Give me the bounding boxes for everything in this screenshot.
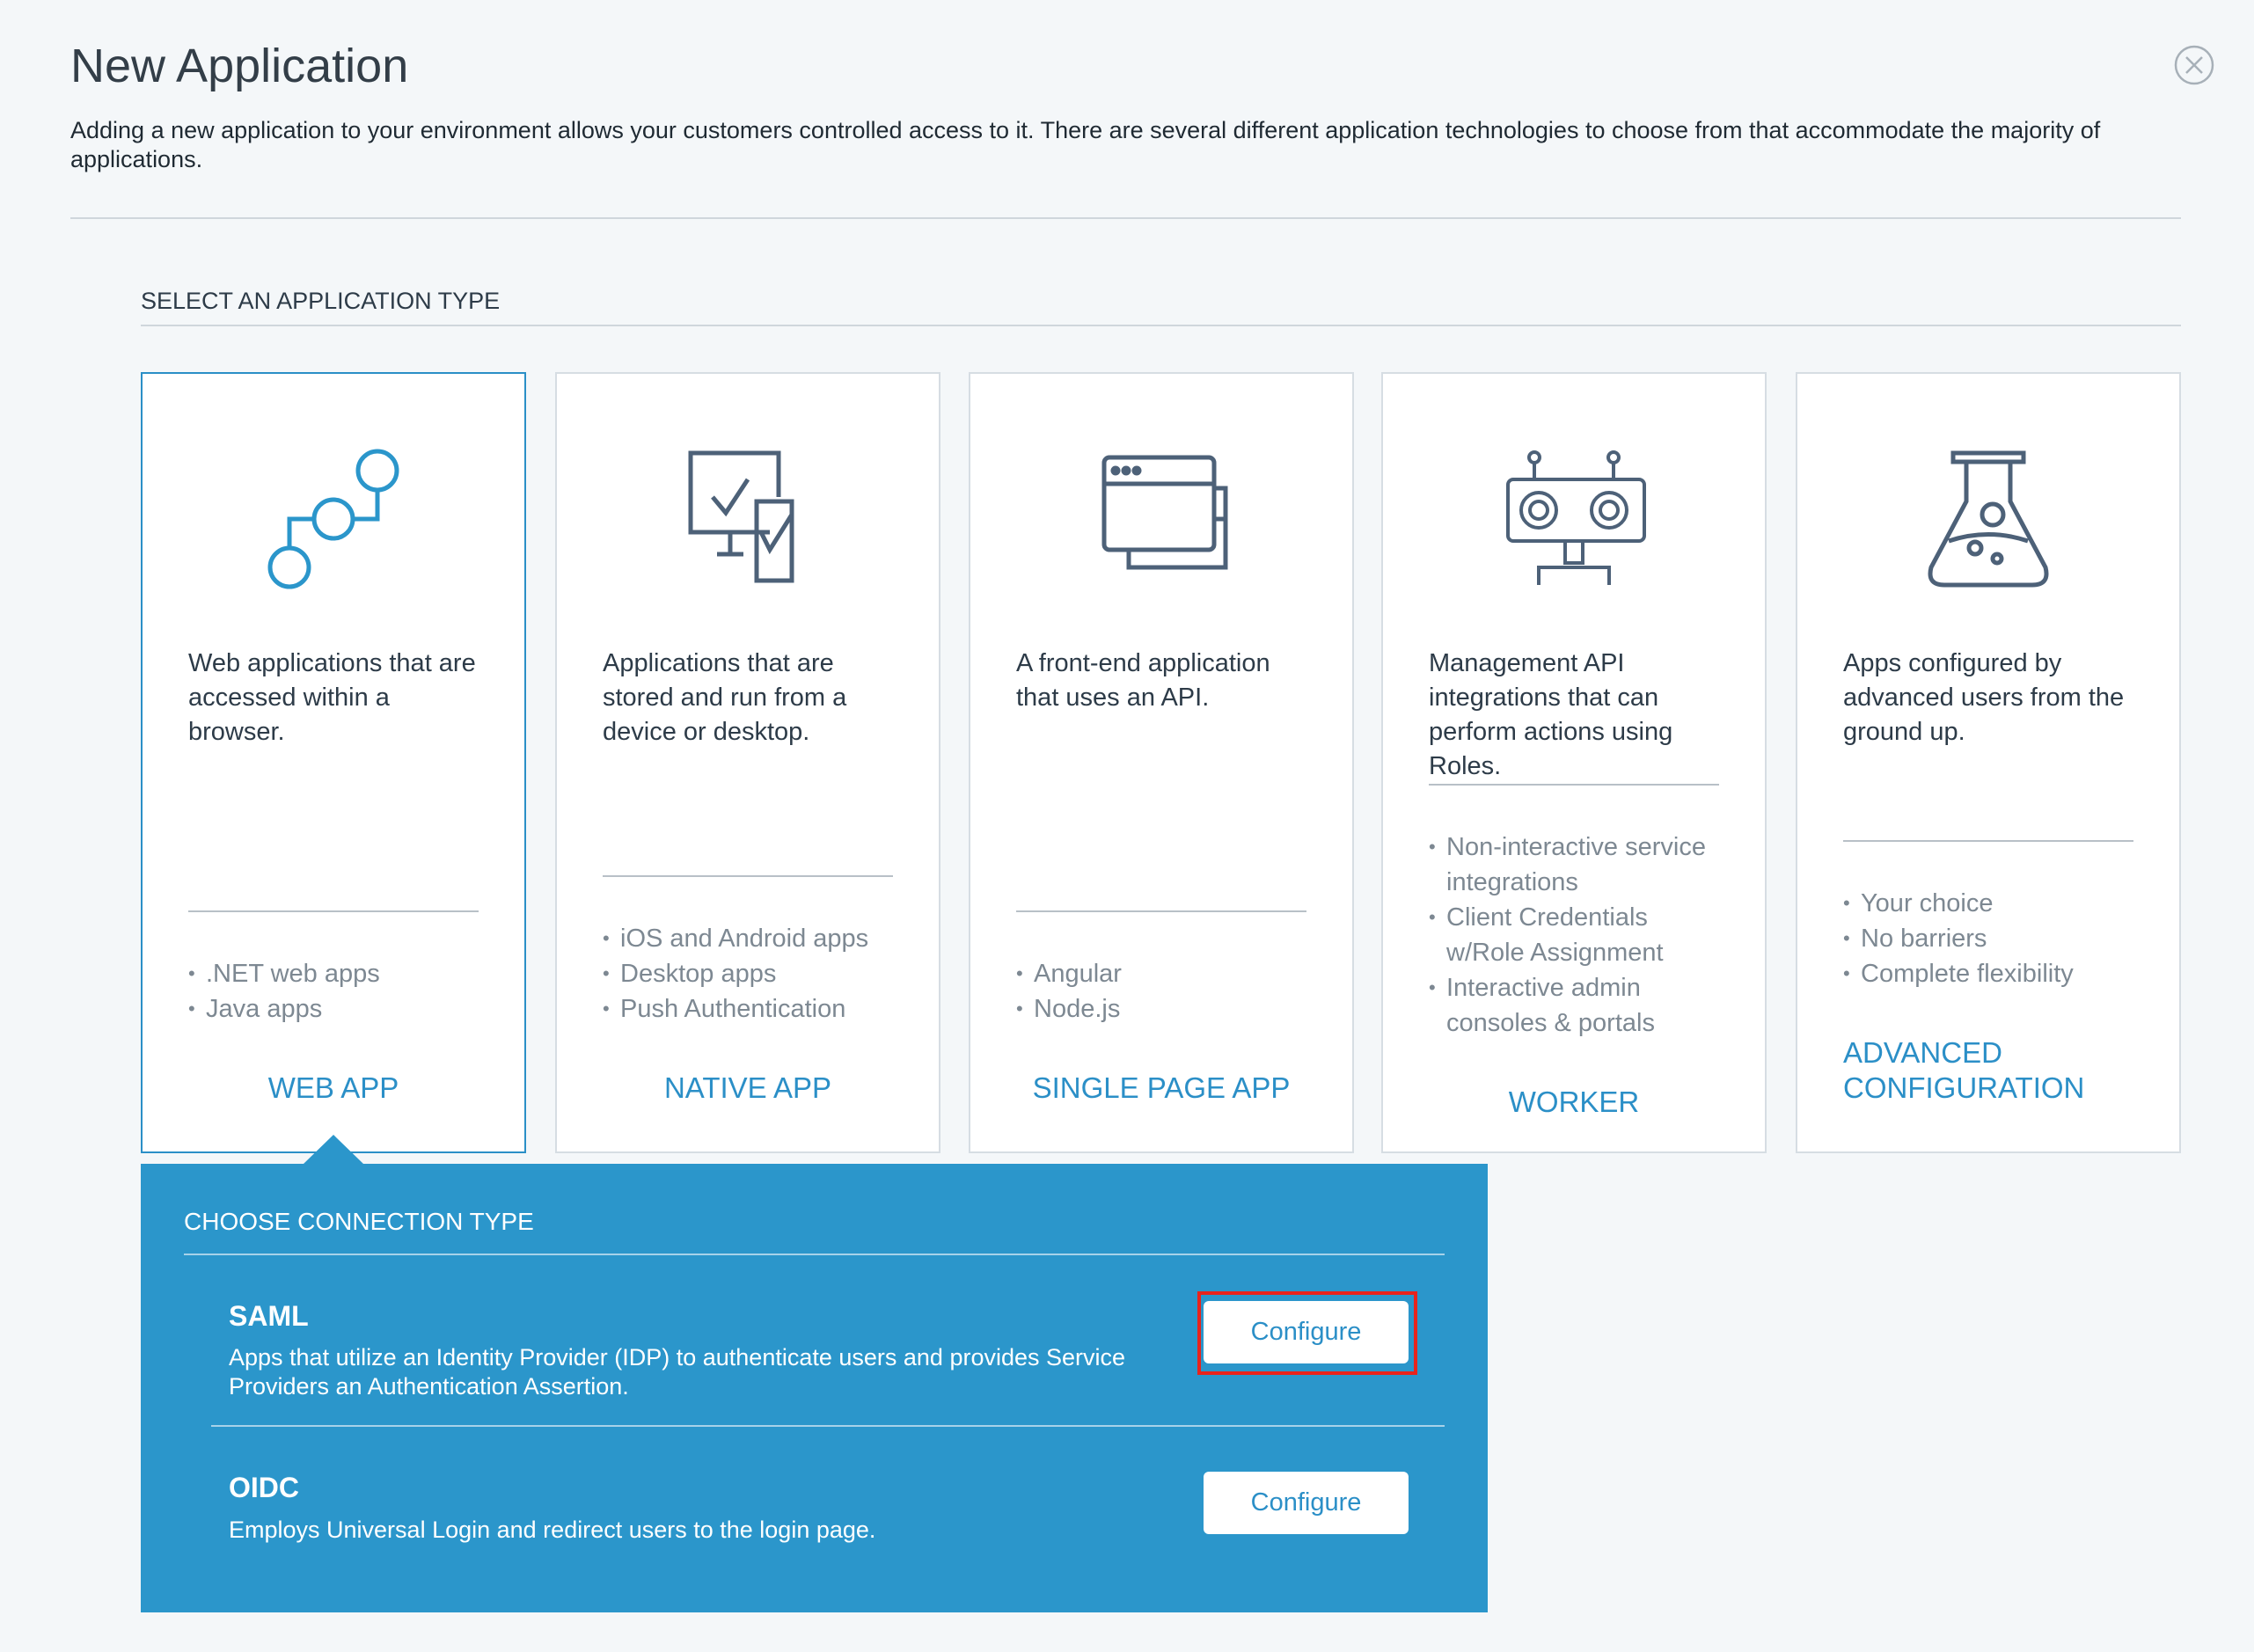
feature-item: .NET web apps (188, 956, 479, 991)
divider (188, 910, 479, 912)
oidc-title: OIDC (229, 1472, 299, 1503)
feature-list: .NET web appsJava apps (188, 956, 479, 1027)
divider (1016, 910, 1306, 912)
devices-check-icon (603, 444, 893, 594)
divider (141, 325, 2181, 326)
feature-list: Your choiceNo barriersComplete flexibili… (1843, 886, 2133, 991)
feature-item: Client Credentials w/Role Assignment (1429, 900, 1719, 970)
feature-list: Non-interactive service integrationsClie… (1429, 830, 1719, 1041)
card-description: Management API integrations that can per… (1429, 649, 1673, 780)
feature-item: Complete flexibility (1843, 956, 2133, 991)
feature-list: iOS and Android appsDesktop appsPush Aut… (603, 921, 893, 1027)
app-type-card-worker[interactable]: Management API integrations that can per… (1381, 372, 1767, 1153)
app-type-card-advanced-configuration[interactable]: Apps configured by advanced users from t… (1796, 372, 2181, 1153)
feature-item: Node.js (1016, 991, 1306, 1027)
flask-icon (1843, 444, 2133, 594)
card-label: NATIVE APP (663, 1071, 832, 1104)
oidc-description: Employs Universal Login and redirect use… (229, 1517, 876, 1543)
card-description: Web applications that are accessed withi… (188, 649, 476, 746)
selection-pointer (303, 1135, 364, 1165)
card-label: SINGLE PAGE APP (1032, 1071, 1291, 1104)
close-icon[interactable] (2173, 44, 2215, 86)
app-type-card-single-page-app[interactable]: A front-end application that uses an API… (969, 372, 1354, 1153)
card-label: WEB APP (267, 1071, 399, 1104)
feature-item: Angular (1016, 956, 1306, 991)
browser-windows-icon (1016, 444, 1306, 594)
divider (1429, 784, 1719, 786)
robot-icon (1429, 444, 1719, 594)
feature-list: AngularNode.js (1016, 956, 1306, 1027)
app-type-card-web-app[interactable]: Web applications that are accessed withi… (141, 372, 526, 1153)
feature-item: Java apps (188, 991, 479, 1027)
card-description: A front-end application that uses an API… (1016, 649, 1270, 712)
feature-item: Desktop apps (603, 956, 893, 991)
feature-item: iOS and Android apps (603, 921, 893, 956)
saml-configure-button[interactable]: Configure (1204, 1301, 1409, 1363)
connection-type-panel: CHOOSE CONNECTION TYPE SAML Apps that ut… (141, 1164, 1488, 1612)
divider (1843, 840, 2133, 842)
card-label: ADVANCED CONFIGURATION (1843, 1036, 2085, 1104)
feature-item: Push Authentication (603, 991, 893, 1027)
divider (211, 1425, 1445, 1427)
feature-item: Your choice (1843, 886, 2133, 921)
oidc-configure-button[interactable]: Configure (1204, 1472, 1409, 1534)
divider (603, 875, 893, 877)
feature-item: No barriers (1843, 921, 2133, 956)
feature-item: Non-interactive service integrations (1429, 830, 1719, 900)
divider (70, 217, 2181, 219)
highlight-box (1197, 1291, 1417, 1375)
card-label: WORKER (1508, 1085, 1640, 1118)
card-description: Apps configured by advanced users from t… (1843, 649, 2125, 746)
feature-item: Interactive admin consoles & portals (1429, 970, 1719, 1041)
page-title: New Application (70, 40, 409, 92)
card-description: Applications that are stored and run fro… (603, 649, 847, 746)
divider (184, 1254, 1445, 1255)
section-title: SELECT AN APPLICATION TYPE (141, 288, 501, 314)
saml-description: Apps that utilize an Identity Provider (… (229, 1344, 1126, 1400)
nodes-icon (188, 444, 479, 594)
panel-title: CHOOSE CONNECTION TYPE (184, 1208, 534, 1235)
app-type-card-native-app[interactable]: Applications that are stored and run fro… (555, 372, 940, 1153)
page-description: Adding a new application to your environ… (70, 117, 2101, 172)
saml-title: SAML (229, 1300, 309, 1332)
